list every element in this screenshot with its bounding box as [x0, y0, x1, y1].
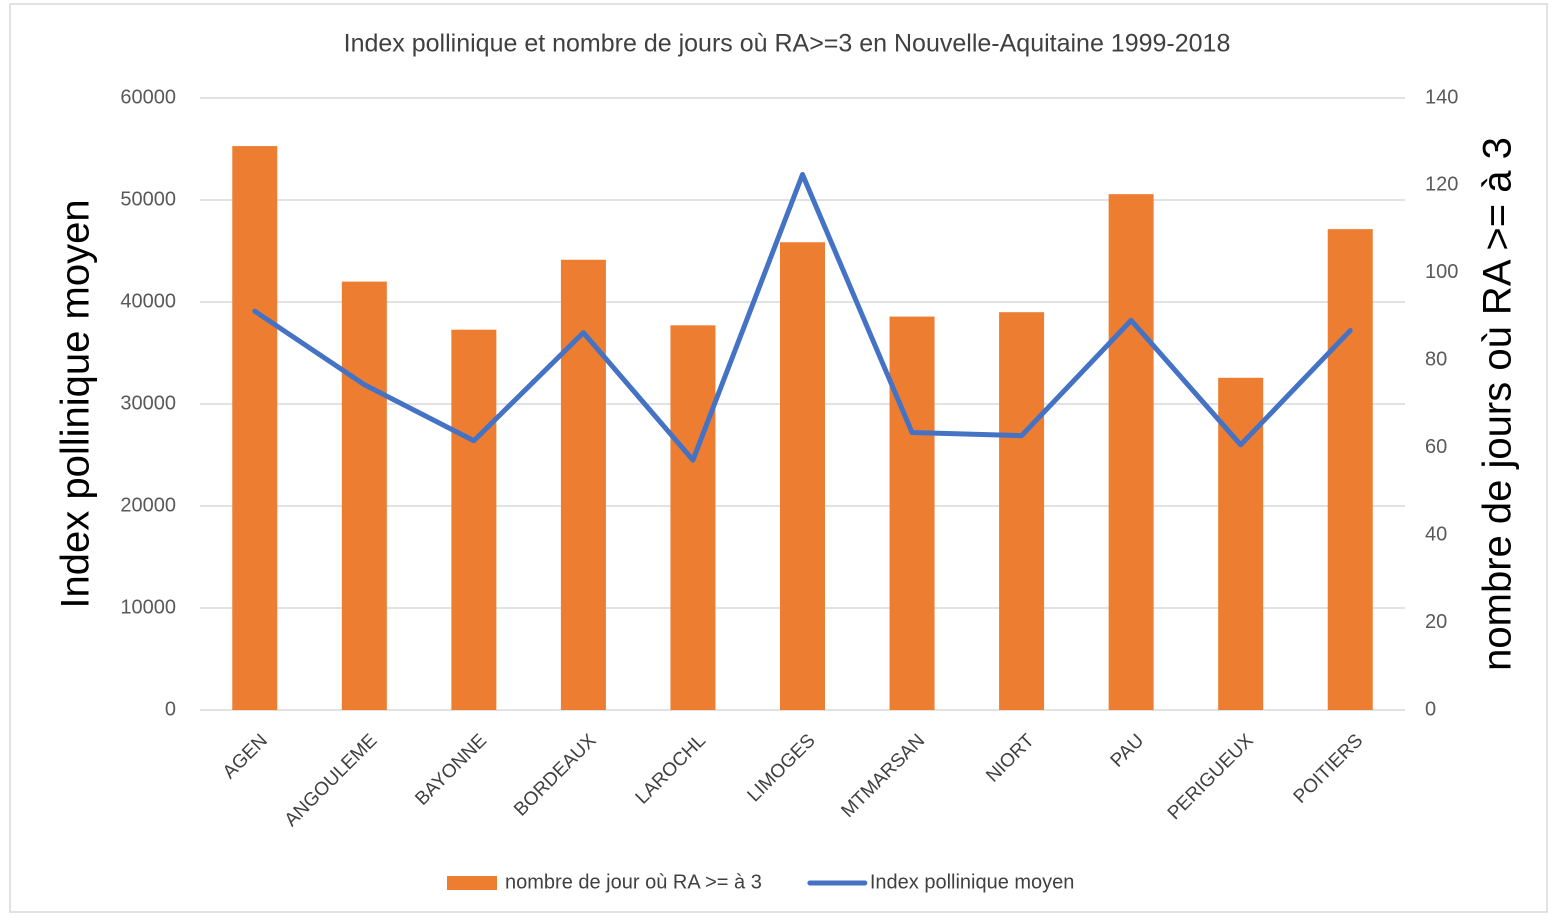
x-tick-label: PAU	[1107, 730, 1148, 771]
x-tick-label: LAROCHL	[632, 730, 710, 808]
y-tick-label: 60000	[120, 86, 176, 108]
bar	[1327, 229, 1373, 710]
x-tick-label: NIORT	[982, 730, 1039, 787]
legend-label: nombre de jour où RA >= à 3	[505, 871, 762, 893]
bar	[560, 259, 606, 710]
bar	[780, 242, 825, 710]
line-series	[252, 172, 1353, 463]
y-tick-label: 0	[165, 698, 176, 720]
y-tick-label: 50000	[120, 188, 176, 210]
bar	[451, 329, 497, 710]
y-tick-label: 20000	[120, 494, 176, 516]
chart-title: Index pollinique et nombre de jours où R…	[344, 30, 1231, 58]
y2-tick-label: 120	[1425, 174, 1458, 196]
x-tick-label: BORDEAUX	[510, 730, 600, 820]
bar	[1218, 377, 1264, 710]
y-tick-label: 40000	[120, 290, 176, 312]
y-tick-label: 10000	[120, 596, 176, 618]
y2-tick-label: 20	[1425, 611, 1447, 633]
y2-tick-label: 80	[1425, 349, 1447, 371]
y2-tick-label: 0	[1425, 698, 1436, 720]
x-tick-label: POITIERS	[1290, 730, 1368, 808]
y2-tick-label: 60	[1425, 436, 1447, 458]
x-tick-label: AGEN	[219, 730, 272, 783]
y2-axis-title: nombre de jours où RA >= à 3	[1476, 137, 1520, 671]
y2-tick-label: 40	[1425, 523, 1447, 545]
bar	[232, 146, 278, 711]
bar	[889, 316, 935, 710]
x-tick-label: ANGOULEME	[281, 730, 382, 831]
bar	[341, 281, 387, 710]
legend-swatch	[447, 876, 497, 890]
x-tick-label: LIMOGES	[744, 730, 820, 806]
chart-frame	[9, 3, 1548, 913]
bar	[670, 325, 716, 710]
y-tick-label: 30000	[120, 392, 176, 414]
x-tick-label: BAYONNE	[411, 730, 491, 810]
x-tick-label: MTMARSAN	[837, 730, 929, 822]
y-axis-title: Index pollinique moyen	[54, 199, 98, 608]
bar	[1108, 194, 1154, 710]
y2-tick-label: 140	[1425, 86, 1458, 108]
y2-tick-label: 100	[1425, 261, 1458, 283]
bar	[999, 312, 1045, 710]
x-tick-label: PERIGUEUX	[1164, 730, 1258, 824]
legend-label: Index pollinique moyen	[870, 871, 1075, 893]
